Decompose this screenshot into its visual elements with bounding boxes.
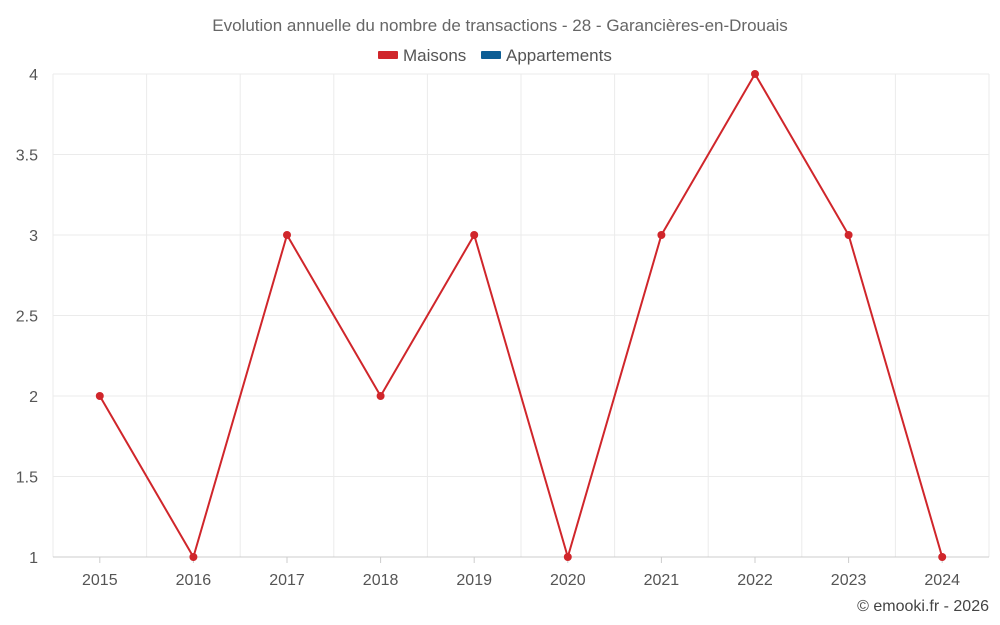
x-tick-label: 2018 [363,572,399,589]
legend-swatch-appartements[interactable] [481,51,501,59]
data-point-maisons-2022[interactable] [751,70,759,78]
y-tick-label: 1 [29,550,38,567]
series [95,70,947,561]
x-tick-label: 2015 [82,572,118,589]
legend-label-appartements[interactable]: Appartements [506,46,612,65]
x-tick-label: 2024 [924,572,960,589]
axes: 1 1.5 2 2.5 3 3.5 4 2015 2016 2017 2018 2019 2020 202… [16,67,989,589]
y-tick-label: 2.5 [16,309,38,326]
data-point-maisons-2020[interactable] [563,553,572,561]
data-point-maisons-2023[interactable] [844,231,853,239]
legend-label-maisons[interactable]: Maisons [403,46,466,65]
gridlines [52,73,990,558]
data-point-maisons-2016[interactable] [189,553,198,561]
x-tick-label: 2017 [269,572,305,589]
y-tick-label: 3.5 [16,148,38,165]
y-tick-label: 4 [29,67,38,84]
x-tick-label: 2022 [737,572,773,589]
data-point-maisons-2015[interactable] [95,392,104,400]
credit-text: © emooki.fr - 2026 [857,598,989,615]
x-tick-label: 2020 [550,572,586,589]
x-tick-label: 2016 [176,572,212,589]
chart-title: Evolution annuelle du nombre de transact… [212,16,787,35]
data-point-maisons-2019[interactable] [470,231,479,239]
x-tick-label: 2021 [644,572,680,589]
x-tick-label: 2023 [831,572,867,589]
legend-swatch-maisons[interactable] [378,51,398,59]
x-tick-label: 2019 [456,572,492,589]
legend: Maisons Appartements [378,46,612,65]
data-point-maisons-2017[interactable] [283,231,291,239]
y-tick-label: 2 [29,389,38,406]
data-point-maisons-2021[interactable] [657,231,666,239]
y-tick-label: 3 [29,228,38,245]
data-point-maisons-2024[interactable] [938,553,947,561]
y-tick-label: 1.5 [16,470,38,487]
data-point-maisons-2018[interactable] [376,392,385,400]
series-line-maisons [98,73,944,558]
